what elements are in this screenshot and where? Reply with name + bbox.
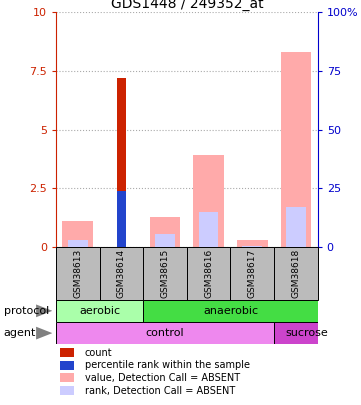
Bar (187, 247, 230, 300)
Bar (117, 191, 126, 247)
Text: GSM38614: GSM38614 (117, 249, 126, 298)
Text: count: count (85, 347, 113, 358)
Bar (117, 78, 126, 247)
Text: control: control (146, 328, 184, 338)
Bar (237, 240, 268, 247)
Bar (143, 247, 187, 300)
Bar (100, 247, 143, 300)
Text: protocol: protocol (4, 306, 49, 316)
Bar (193, 156, 224, 247)
Bar (274, 247, 318, 300)
Text: GSM38617: GSM38617 (248, 249, 257, 298)
Text: percentile rank within the sample: percentile rank within the sample (85, 360, 250, 370)
Text: GSM38618: GSM38618 (291, 249, 300, 298)
Bar (274, 322, 339, 344)
Title: GDS1448 / 249352_at: GDS1448 / 249352_at (110, 0, 263, 11)
Bar (56, 247, 100, 300)
Bar (280, 52, 311, 247)
Bar (62, 221, 93, 247)
Bar (143, 300, 318, 322)
Text: rank, Detection Call = ABSENT: rank, Detection Call = ABSENT (85, 386, 235, 396)
Text: GSM38615: GSM38615 (161, 249, 170, 298)
Text: sucrose: sucrose (286, 328, 328, 338)
Text: GSM38613: GSM38613 (73, 249, 82, 298)
Bar (243, 246, 262, 247)
Text: anaerobic: anaerobic (203, 306, 258, 316)
Bar (150, 217, 180, 247)
Bar (230, 247, 274, 300)
Bar (286, 207, 306, 247)
Bar (199, 212, 218, 247)
Polygon shape (36, 305, 52, 317)
Bar (56, 322, 274, 344)
Text: value, Detection Call = ABSENT: value, Detection Call = ABSENT (85, 373, 240, 383)
Text: GSM38616: GSM38616 (204, 249, 213, 298)
Bar (56, 300, 143, 322)
Bar (68, 240, 88, 247)
Bar (155, 234, 175, 247)
Polygon shape (36, 327, 52, 339)
Text: aerobic: aerobic (79, 306, 120, 316)
Text: agent: agent (4, 328, 36, 338)
